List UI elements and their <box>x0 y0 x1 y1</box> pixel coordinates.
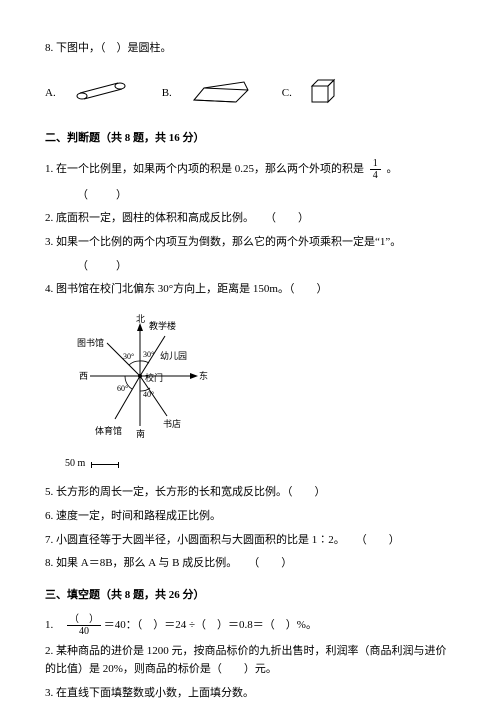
lbl-library: 图书馆 <box>77 337 104 348</box>
dir-south: 南 <box>136 428 145 439</box>
s3-q1-b: ＝40：（ ）＝24 ÷（ ）＝0.8＝（ ）%。 <box>104 619 317 631</box>
q8-label-b: B. <box>162 85 172 103</box>
fill-fraction: （ ） 40 <box>67 614 101 637</box>
s2-q1-text-a: 1. 在一个比例里，如果两个内项的积是 0.25，那么两个外项的积是 <box>45 163 364 175</box>
lbl-kinder: 幼儿园 <box>160 350 187 361</box>
scale-row: 50 m <box>65 456 455 472</box>
s3-q2: 2. 某种商品的进价是 1200 元，按商品标价的九折出售时，利润率（商品利润与… <box>45 643 455 678</box>
s2-q1-paren: （ ） <box>45 187 455 205</box>
s2-q1: 1. 在一个比例里，如果两个内项的积是 0.25，那么两个外项的积是 1 4 。 <box>45 158 455 181</box>
scale-bar-icon <box>91 464 119 465</box>
cylinder-oblique-icon <box>72 78 132 111</box>
angle-60: 60° <box>117 384 128 393</box>
s2-q6: 6. 速度一定，时间和路程成正比例。 <box>45 508 455 526</box>
lbl-teaching: 教学楼 <box>149 320 176 331</box>
s3-q3: 3. 在直线下面填整数或小数，上面填分数。 <box>45 685 455 703</box>
scale-label: 50 m <box>65 456 85 472</box>
angle-30-nw: 30° <box>123 352 134 361</box>
q8-label-a: A. <box>45 85 56 103</box>
s2-q5: 5. 长方形的周长一定，长方形的长和宽成反比例。（ ） <box>45 484 455 502</box>
frac-num: 1 <box>370 158 381 170</box>
s2-q7: 7. 小圆直径等于大圆半径，小圆面积与大圆面积的比是 1∶2。 （ ） <box>45 532 455 550</box>
s2-q8: 8. 如果 A＝8B，那么 A 与 B 成反比例。 （ ） <box>45 555 455 573</box>
fill-frac-top: （ ） <box>67 614 101 626</box>
cube-icon <box>308 76 338 113</box>
section3-title: 三、填空题（共 8 题，共 26 分） <box>45 587 455 605</box>
lbl-gate: 校门 <box>145 372 163 383</box>
dir-west: 西 <box>79 371 88 381</box>
s2-q1-text-b: 。 <box>387 163 398 175</box>
s2-q4: 4. 图书馆在校门北偏东 30°方向上，距离是 150m。（ ） <box>45 281 455 299</box>
s2-q2: 2. 底面积一定，圆柱的体积和高成反比例。 （ ） <box>45 210 455 228</box>
fill-frac-bot: 40 <box>67 626 101 637</box>
frac-den: 4 <box>370 170 381 181</box>
prism-shape-icon <box>188 76 252 113</box>
s3-q1: 1. （ ） 40 ＝40：（ ）＝24 ÷（ ）＝0.8＝（ ）%。 <box>45 614 455 637</box>
q8-text: 8. 下图中，（ ）是圆柱。 <box>45 40 455 58</box>
compass-diagram: 北 教学楼 图书馆 幼儿园 西 校门 东 体育馆 南 书店 30° 30° 60… <box>65 311 455 473</box>
q8-choices: A. B. C. <box>45 76 455 113</box>
dir-north: 北 <box>136 314 145 324</box>
angle-40: 40° <box>143 390 154 399</box>
s2-q3: 3. 如果一个比例的两个内项互为倒数，那么它的两个外项乘积一定是“1”。 <box>45 234 455 252</box>
lbl-gym: 体育馆 <box>95 425 122 436</box>
lbl-bookstore: 书店 <box>163 418 181 429</box>
fraction-1-4: 1 4 <box>370 158 381 181</box>
s3-q1-a: 1. <box>45 619 64 631</box>
dir-east: 东 <box>199 370 208 381</box>
q8-label-c: C. <box>282 85 292 103</box>
angle-30-ne: 30° <box>143 350 154 359</box>
section2-title: 二、判断题（共 8 题，共 16 分） <box>45 130 455 148</box>
s2-q3-paren: （ ） <box>45 258 455 276</box>
